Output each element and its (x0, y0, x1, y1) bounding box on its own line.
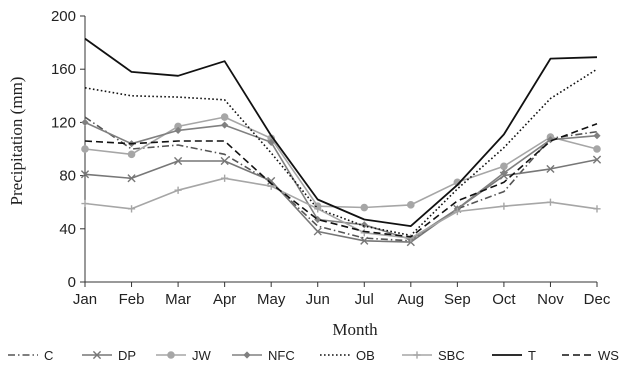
data-point-sbc (546, 198, 555, 206)
legend-label-jw: JW (192, 348, 212, 363)
x-tick-label: Dec (584, 291, 611, 308)
data-point-nfc (267, 138, 275, 146)
data-point-dp (80, 170, 90, 179)
data-point-jw (127, 150, 136, 159)
data-point-jw (174, 122, 182, 131)
data-point-jw (407, 201, 415, 209)
data-point-sbc (360, 229, 368, 237)
data-point-nfc (360, 221, 368, 229)
x-tick-label: Nov (537, 291, 564, 308)
y-tick-label: 160 (51, 61, 76, 78)
series-c (84, 116, 598, 242)
series-line-c (84, 116, 598, 242)
x-tick-label: May (257, 291, 286, 308)
legend-marker-sbc (413, 351, 421, 359)
data-point-jw (81, 145, 89, 153)
x-ticks: Jan Feb Mar Apr May Jun Jul Aug Sep Oct Nov Dec (73, 282, 611, 308)
y-tick-label: 120 (51, 114, 76, 131)
data-point-dp (267, 176, 276, 186)
legend-item-ws: WS (562, 348, 619, 363)
legend-item-c: C (8, 348, 53, 363)
x-tick-label: Sep (444, 291, 471, 308)
data-point-nfc (81, 118, 89, 126)
legend-label-ws: WS (598, 348, 619, 363)
data-point-nfc (593, 132, 601, 140)
x-tick-label: Apr (213, 291, 236, 308)
series-layer (80, 37, 602, 247)
legend-label-dp: DP (118, 348, 136, 363)
x-tick-label: Mar (165, 291, 191, 308)
legend-item-t: T (492, 348, 536, 363)
data-point-sbc (314, 205, 322, 213)
legend-item-sbc: SBC (402, 348, 465, 363)
legend-item-dp: DP (82, 348, 136, 363)
legend-item-ob: OB (320, 348, 375, 363)
x-tick-label: Feb (119, 291, 145, 308)
data-point-nfc (500, 169, 508, 177)
x-tick-label: Aug (397, 291, 424, 308)
y-tick-label: 200 (51, 8, 76, 25)
data-point-sbc (407, 234, 415, 242)
legend-label-sbc: SBC (438, 348, 465, 363)
data-point-sbc (221, 174, 229, 182)
data-point-jw (220, 113, 229, 121)
data-point-jw (593, 145, 601, 153)
series-sbc (81, 174, 601, 242)
y-tick-label: 0 (68, 274, 76, 291)
legend-marker-jw (167, 351, 175, 359)
series-ob (84, 68, 598, 237)
data-point-jw (267, 134, 275, 143)
legend-marker-dp (92, 350, 102, 360)
series-line-nfc (84, 121, 598, 241)
data-point-sbc (127, 205, 136, 213)
data-point-dp (173, 156, 183, 166)
legend-item-jw: JW (156, 348, 212, 363)
data-point-sbc (81, 199, 89, 208)
data-point-dp (313, 227, 322, 236)
y-ticks: 0 40 80 120 160 200 (51, 8, 85, 291)
data-point-sbc (453, 207, 461, 216)
x-tick-label: Oct (492, 291, 516, 308)
data-point-dp (592, 155, 602, 164)
plot-area: 0 40 80 120 160 200 Jan Feb Mar Apr May Jun Jul Aug S… (51, 8, 611, 308)
series-ws (84, 122, 598, 238)
data-point-jw (500, 162, 508, 171)
data-point-dp (360, 236, 369, 245)
series-line-ws (84, 122, 598, 238)
series-line-sbc (84, 177, 598, 239)
legend-label-t: T (528, 348, 536, 363)
legend-label-ob: OB (356, 348, 375, 363)
legend-label-nfc: NFC (268, 348, 295, 363)
x-tick-label: Jan (73, 291, 97, 308)
legend-label-c: C (44, 348, 53, 363)
series-t (84, 37, 598, 228)
series-line-jw (84, 116, 598, 209)
legend-marker-nfc (243, 351, 251, 359)
data-point-sbc (174, 186, 182, 194)
x-tick-label: Jul (355, 291, 374, 308)
data-point-sbc (593, 205, 601, 213)
series-line-ob (84, 68, 598, 237)
y-tick-label: 40 (59, 221, 76, 238)
legend: C DP JW NFC OB SBC T WS (8, 348, 619, 363)
data-point-dp (220, 156, 229, 166)
data-point-nfc (314, 215, 322, 224)
x-axis-title: Month (332, 320, 378, 339)
y-tick-label: 80 (59, 168, 76, 185)
data-point-sbc (500, 202, 508, 210)
y-axis-title: Precipitation (mm) (7, 77, 26, 206)
series-line-t (84, 37, 598, 228)
data-point-nfc (546, 136, 555, 144)
data-point-dp (546, 164, 555, 174)
x-tick-label: Jun (306, 291, 330, 308)
data-point-jw (360, 203, 369, 212)
legend-item-nfc: NFC (232, 348, 295, 363)
data-point-dp (127, 174, 136, 183)
data-point-nfc (221, 121, 229, 129)
data-point-nfc (174, 126, 182, 134)
